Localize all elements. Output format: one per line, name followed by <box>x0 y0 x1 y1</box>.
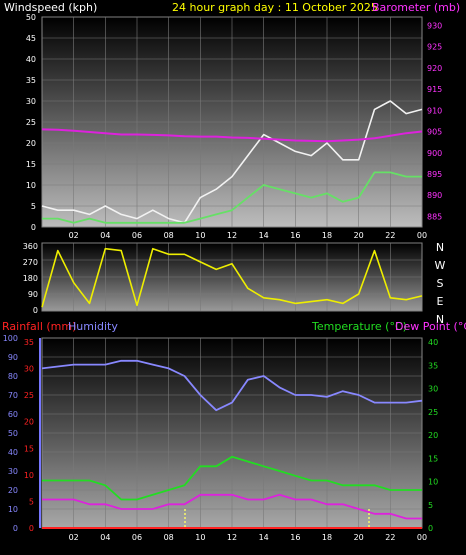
dewpoint-series <box>42 493 422 520</box>
compass-label: S <box>437 277 444 290</box>
rainfall-tick: 0 <box>29 524 34 533</box>
x-tick-label: 04 <box>100 231 110 240</box>
speed-series <box>42 171 422 224</box>
rainfall-tick: 15 <box>24 444 34 453</box>
humidity-series <box>41 359 423 412</box>
barometer-tick: 895 <box>427 170 442 179</box>
x-tick-label: 20 <box>354 533 364 542</box>
windspeed-tick: 5 <box>31 202 36 211</box>
direction-tick: 0 <box>33 306 38 315</box>
compass-label: W <box>435 259 446 272</box>
compass-label: E <box>437 295 444 308</box>
humidity-tick: 0 <box>13 524 18 533</box>
humidity-tick: 80 <box>8 372 18 381</box>
x-tick-label: 10 <box>195 231 205 240</box>
rainfall-tick: 5 <box>29 497 34 506</box>
barometer-tick: 915 <box>427 85 442 94</box>
windspeed-tick: 20 <box>26 139 36 148</box>
barometer-tick: 905 <box>427 128 442 137</box>
temperature-tick: 35 <box>428 361 438 370</box>
temperature-tick: 30 <box>428 385 438 394</box>
x-tick-label: 00 <box>417 231 427 240</box>
x-tick-label: 02 <box>69 533 79 542</box>
x-tick-label: 02 <box>69 231 79 240</box>
direction-series <box>41 247 423 308</box>
temperature-tick: 15 <box>428 454 438 463</box>
compass-label: N <box>436 313 444 326</box>
temperature-tick: 40 <box>428 338 438 347</box>
rainfall-axis-label: Rainfall (mm) <box>2 320 76 333</box>
rainfall-tick: 30 <box>24 365 34 374</box>
windspeed-tick: 15 <box>26 160 36 169</box>
barometer-axis-label: Barometer (mb) <box>372 1 460 14</box>
x-tick-label: 08 <box>164 533 174 542</box>
temperature-tick: 25 <box>428 408 438 417</box>
temperature-tick: 20 <box>428 431 438 440</box>
humidity-tick: 70 <box>8 391 18 400</box>
x-tick-label: 12 <box>227 533 237 542</box>
windspeed-tick: 35 <box>26 76 36 85</box>
x-tick-label: 16 <box>290 533 300 542</box>
x-tick-label: 14 <box>259 231 269 240</box>
barometer-tick: 925 <box>427 43 442 52</box>
direction-tick: 90 <box>28 290 38 299</box>
humidity-tick: 90 <box>8 353 18 362</box>
humidity-tick: 40 <box>8 448 18 457</box>
gust-series <box>41 100 423 224</box>
x-tick-label: 06 <box>132 231 142 240</box>
temperature-tick: 0 <box>428 524 433 533</box>
rainfall-tick: 20 <box>24 418 34 427</box>
humidity-tick: 60 <box>8 410 18 419</box>
direction-tick: 180 <box>23 274 38 283</box>
windspeed-tick: 45 <box>26 34 36 43</box>
rainfall-tick: 10 <box>24 471 34 480</box>
windspeed-tick: 25 <box>26 118 36 127</box>
barometer-tick: 930 <box>427 21 442 30</box>
barometer-series <box>41 128 423 143</box>
windspeed-tick: 0 <box>31 223 36 232</box>
chart-title: 24 hour graph day : 11 October 2025 <box>172 1 378 14</box>
x-tick-label: 14 <box>259 533 269 542</box>
windspeed-tick: 40 <box>26 55 36 64</box>
x-tick-label: 18 <box>322 231 332 240</box>
x-tick-label: 22 <box>385 533 395 542</box>
direction-tick: 360 <box>23 242 38 251</box>
humidity-axis-label: Humidity <box>68 320 118 333</box>
humidity-tick: 20 <box>8 486 18 495</box>
windspeed-axis-label: Windspeed (kph) <box>4 1 97 14</box>
barometer-tick: 885 <box>427 212 442 221</box>
barometer-tick: 910 <box>427 106 442 115</box>
compass-label: N <box>436 241 444 254</box>
x-tick-label: 00 <box>417 533 427 542</box>
windspeed-tick: 10 <box>26 181 36 190</box>
temperature-series <box>42 455 422 501</box>
barometer-tick: 890 <box>427 191 442 200</box>
barometer-tick: 920 <box>427 64 442 73</box>
x-tick-label: 10 <box>195 533 205 542</box>
humidity-tick: 100 <box>3 334 18 343</box>
windspeed-tick: 50 <box>26 13 36 22</box>
rainfall-tick: 25 <box>24 391 34 400</box>
humidity-tick: 50 <box>8 429 18 438</box>
rainfall-tick: 35 <box>24 338 34 347</box>
temperature-tick: 10 <box>428 478 438 487</box>
dewpoint-axis-label: Dew Point (°C) <box>395 320 466 333</box>
x-tick-label: 06 <box>132 533 142 542</box>
humidity-tick: 30 <box>8 467 18 476</box>
x-tick-label: 12 <box>227 231 237 240</box>
x-tick-label: 22 <box>385 231 395 240</box>
temperature-tick: 5 <box>428 501 433 510</box>
barometer-tick: 900 <box>427 149 442 158</box>
temperature-axis-label: Temperature (°C) <box>311 320 407 333</box>
windspeed-tick: 30 <box>26 97 36 106</box>
direction-tick: 270 <box>23 258 38 267</box>
x-tick-label: 08 <box>164 231 174 240</box>
x-tick-label: 18 <box>322 533 332 542</box>
humidity-tick: 10 <box>8 505 18 514</box>
x-tick-label: 16 <box>290 231 300 240</box>
x-tick-label: 04 <box>100 533 110 542</box>
x-tick-label: 20 <box>354 231 364 240</box>
